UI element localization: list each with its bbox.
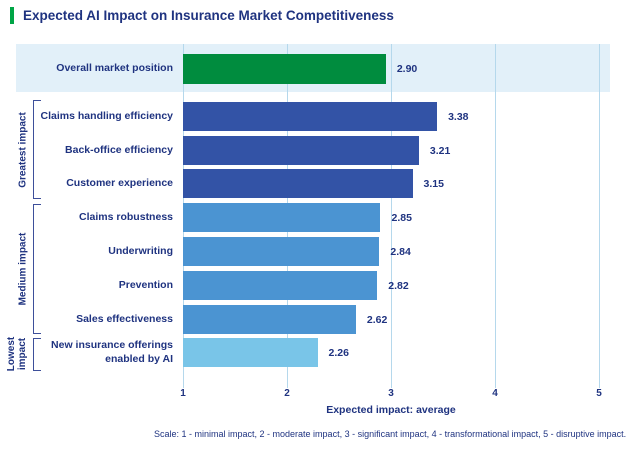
bar-track: 3.38 — [183, 102, 610, 131]
value-label: 2.84 — [390, 245, 411, 258]
bar-track: 2.26 — [183, 338, 610, 367]
value-label: 3.38 — [448, 110, 469, 123]
bar-row: Sales effectiveness 2.62 — [16, 305, 610, 334]
title-accent-bar — [10, 7, 14, 24]
bar-row: New insurance offerings enabled by AI 2.… — [16, 338, 610, 367]
x-tick: 2 — [284, 388, 290, 399]
group-label-greatest: Greatest impact — [17, 112, 29, 188]
page-title: Expected AI Impact on Insurance Market C… — [23, 8, 394, 23]
bar — [183, 305, 356, 334]
bar-row: Claims robustness 2.85 — [16, 203, 610, 232]
group-label-medium: Medium impact — [17, 232, 29, 306]
bar — [183, 54, 386, 84]
value-label: 3.15 — [423, 177, 444, 190]
bar-row: Customer experience 3.15 — [16, 169, 610, 198]
bar-row: Underwriting 2.84 — [16, 237, 610, 266]
bar — [183, 136, 419, 165]
row-label: Prevention — [118, 278, 173, 291]
row-label: Customer experience — [66, 176, 173, 189]
value-label: 2.62 — [366, 313, 388, 326]
group-bracket-medium — [33, 204, 41, 334]
value-label: 2.26 — [328, 346, 349, 359]
group-label-lowest: Lowest impact — [6, 336, 28, 372]
bar-row: Prevention 2.82 — [16, 271, 610, 300]
bar-rows: Overall market position 2.90 Claims hand… — [16, 0, 610, 457]
bar-track: 2.90 — [183, 54, 610, 84]
chart-header: Expected AI Impact on Insurance Market C… — [10, 7, 394, 24]
bar-track: 3.15 — [183, 169, 610, 198]
x-axis-label: Expected impact: average — [326, 404, 456, 416]
gridline-5 — [599, 44, 600, 388]
bar-row-overall: Overall market position 2.90 — [16, 54, 610, 84]
row-label: Claims robustness — [79, 210, 173, 223]
row-label: Claims handling efficiency — [40, 109, 173, 122]
bar — [183, 102, 438, 131]
x-tick: 3 — [388, 388, 394, 399]
bar-track: 2.84 — [183, 237, 610, 266]
value-label: 2.85 — [391, 211, 412, 224]
bar — [183, 338, 318, 367]
x-tick: 5 — [596, 388, 602, 399]
bar — [183, 203, 381, 232]
row-label: Overall market position — [56, 62, 173, 75]
gridline-4 — [495, 44, 496, 388]
gridline-3 — [391, 44, 392, 388]
bar-track: 2.82 — [183, 271, 610, 300]
row-label: New insurance offerings enabled by AI — [51, 339, 173, 365]
bar — [183, 169, 413, 198]
bar-track: 3.21 — [183, 136, 610, 165]
bar-track: 2.62 — [183, 305, 610, 334]
value-label: 3.21 — [429, 144, 451, 157]
group-bracket-greatest — [33, 100, 41, 199]
bar-row: Back-office efficiency 3.21 — [16, 136, 610, 165]
group-bracket-lowest — [33, 338, 41, 371]
x-tick: 1 — [180, 388, 186, 399]
bar-track: 2.85 — [183, 203, 610, 232]
value-label: 2.82 — [388, 279, 409, 292]
row-label: Underwriting — [108, 244, 173, 257]
value-label: 2.90 — [396, 63, 418, 75]
row-label: Back-office efficiency — [65, 143, 173, 156]
scale-note: Scale: 1 - minimal impact, 2 - moderate … — [154, 429, 627, 439]
row-label: Sales effectiveness — [76, 312, 173, 325]
bar — [183, 237, 380, 266]
bar-row: Claims handling efficiency 3.38 — [16, 102, 610, 131]
x-axis: 1 2 3 4 5 — [180, 388, 602, 402]
x-tick: 4 — [492, 388, 498, 399]
bar — [183, 271, 378, 300]
